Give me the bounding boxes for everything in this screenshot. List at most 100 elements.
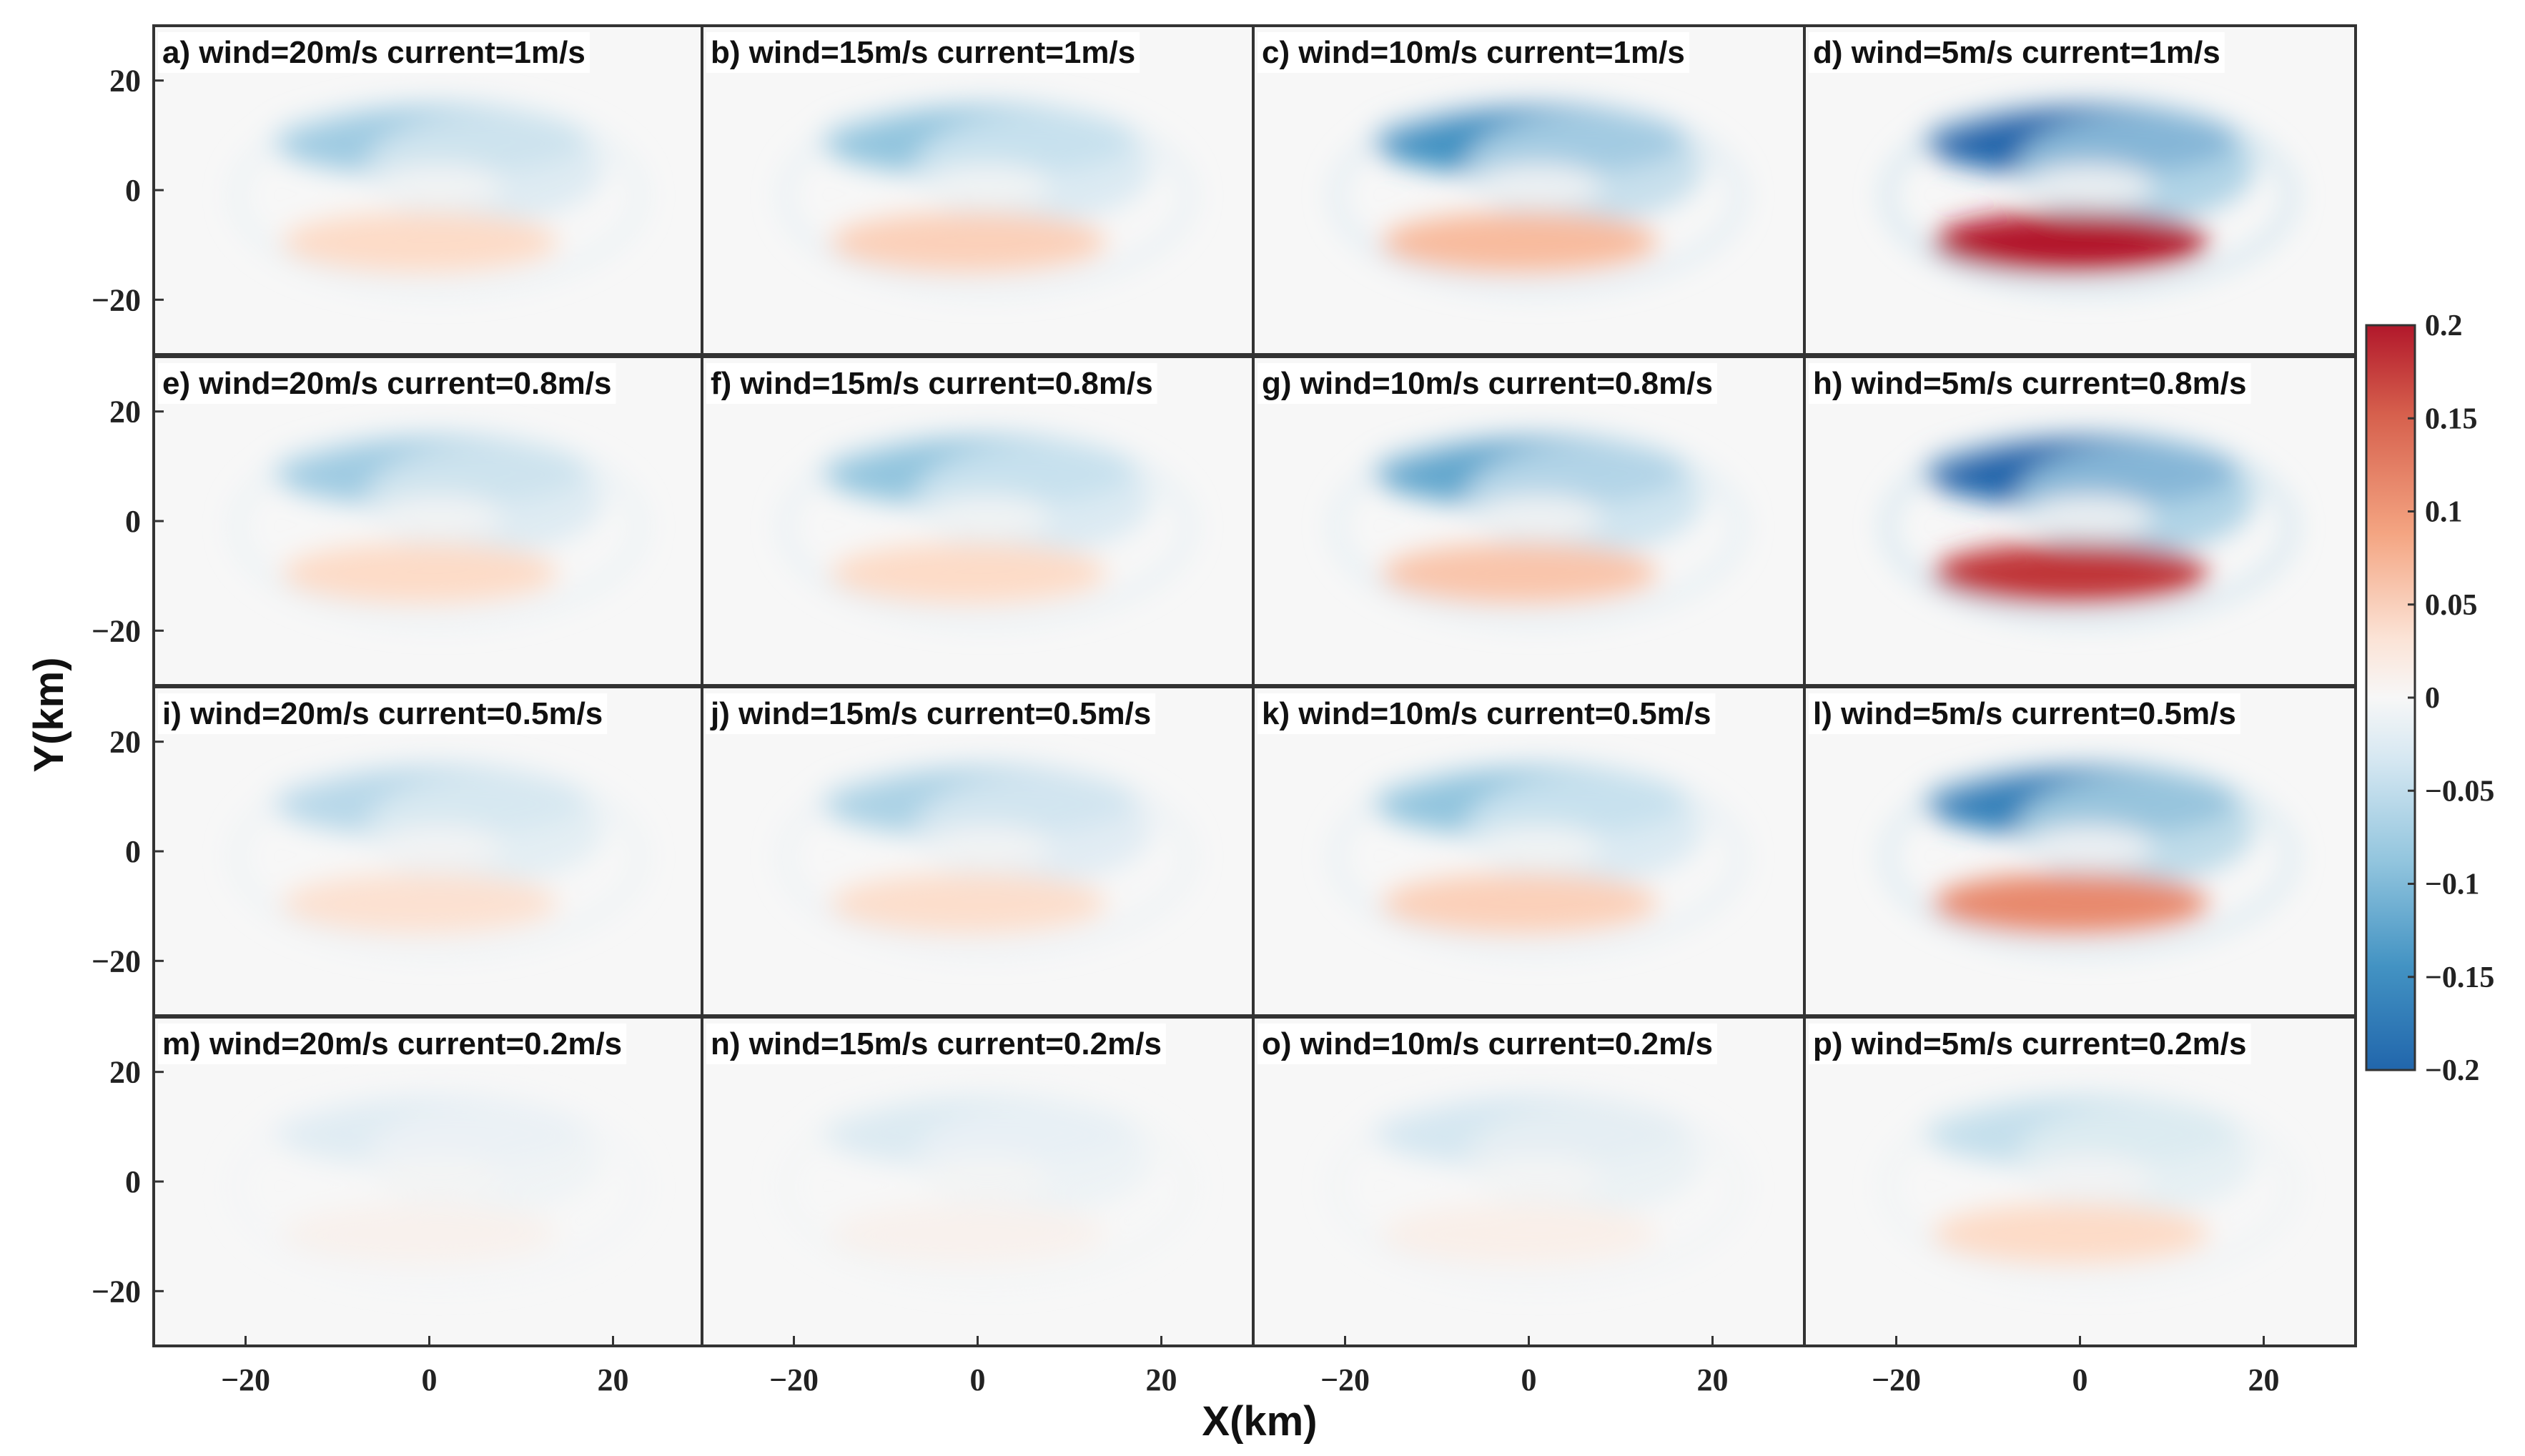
colorbar-tick-label: 0.05 [2425, 589, 2478, 622]
field-layer [1882, 758, 2297, 955]
field-layer [779, 758, 1195, 955]
positive-lobe [282, 543, 558, 603]
panel-center [2025, 162, 2154, 207]
positive-lobe [282, 873, 558, 934]
heatmap-panel: b) wind=15m/s current=1m/s [701, 24, 1255, 356]
panel-center [1473, 823, 1603, 868]
ring-feature [231, 1089, 646, 1285]
panel-label: f) wind=15m/s current=0.8m/s [711, 366, 1153, 401]
panel-label: c) wind=10m/s current=1m/s [1262, 35, 1685, 70]
ring-feature [1330, 1089, 1746, 1285]
panel-label-box [1257, 693, 1716, 734]
positive-lobe [830, 1203, 1107, 1264]
panel-label-box [158, 32, 590, 73]
heatmap-panel: l) wind=5m/s current=0.5m/s [1803, 685, 2357, 1017]
panel-label-box [706, 363, 1157, 404]
colorbar-tick-label: 0 [2425, 682, 2440, 715]
panel-label: n) wind=15m/s current=0.2m/s [711, 1026, 1162, 1061]
panel-center [922, 823, 1052, 868]
x-tick-label: 0 [970, 1362, 986, 1397]
x-tick-label: 0 [2072, 1362, 2088, 1397]
positive-lobe [1381, 873, 1658, 934]
heatmap-panel: a) wind=20m/s current=1m/s [152, 24, 706, 356]
panel-grid: a) wind=20m/s current=1m/s b) wind=15m/s … [152, 24, 2357, 1347]
colorbar-tick-label: 0.2 [2425, 309, 2463, 342]
positive-lobe [1381, 543, 1658, 603]
panel-center [922, 1154, 1052, 1199]
field-layer [779, 97, 1195, 294]
field-layer [231, 1089, 646, 1285]
positive-lobe [282, 1203, 558, 1264]
x-tick-label: 0 [1521, 1362, 1537, 1397]
ring-feature [1882, 758, 2297, 955]
panel-center [2025, 493, 2154, 538]
positive-lobe [1932, 212, 2209, 273]
panel-center [2025, 823, 2154, 868]
heatmap-panel: j) wind=15m/s current=0.5m/s [701, 685, 1255, 1017]
y-tick-label: 0 [125, 1164, 141, 1199]
panel-center [1473, 162, 1603, 207]
field-layer [231, 758, 646, 955]
y-tick-label: 20 [109, 725, 141, 760]
positive-lobe [830, 543, 1107, 603]
panel-center [374, 823, 503, 868]
positive-lobe [830, 873, 1107, 934]
panel-label: e) wind=20m/s current=0.8m/s [162, 366, 612, 401]
x-tick-label: 20 [1146, 1362, 1177, 1397]
panel-label-box [1257, 32, 1689, 73]
colorbar-tick-label: −0.2 [2425, 1054, 2479, 1087]
field-layer [1330, 97, 1746, 294]
panel-label: b) wind=15m/s current=1m/s [711, 35, 1135, 70]
field-layer [1882, 428, 2297, 625]
ring-feature [1882, 1089, 2297, 1285]
panel-center [374, 162, 503, 207]
x-tick-label: −20 [769, 1362, 819, 1397]
ring-feature [779, 1089, 1195, 1285]
y-tick-label: 20 [109, 395, 141, 430]
heatmap-panel: e) wind=20m/s current=0.8m/s [152, 355, 706, 687]
field-layer [1330, 758, 1746, 955]
panel-label-box [1257, 1024, 1717, 1064]
positive-lobe [1381, 212, 1658, 273]
panel-label: h) wind=5m/s current=0.8m/s [1813, 366, 2246, 401]
positive-lobe [1932, 543, 2209, 603]
ring-feature [1330, 758, 1746, 955]
panel-label-box [706, 693, 1156, 734]
field-layer [1330, 1089, 1746, 1285]
panel-label-box [1809, 693, 2240, 734]
panel-label-box [1257, 363, 1717, 404]
heatmap-panel: i) wind=20m/s current=0.5m/s [152, 685, 706, 1017]
ring-feature [231, 97, 646, 294]
panel-label: d) wind=5m/s current=1m/s [1813, 35, 2220, 70]
panel-label: k) wind=10m/s current=0.5m/s [1262, 696, 1711, 731]
panel-frame [1803, 24, 2357, 356]
y-tick-label: −20 [92, 613, 141, 648]
heatmap-panel: g) wind=10m/s current=0.8m/s [1252, 355, 1806, 687]
panel-label-box [706, 32, 1140, 73]
panel-center [374, 493, 503, 538]
y-tick-label: −20 [92, 282, 141, 317]
x-tick-label: −20 [221, 1362, 270, 1397]
heatmap-panel: k) wind=10m/s current=0.5m/s [1252, 685, 1806, 1017]
x-tick-label: 20 [2248, 1362, 2280, 1397]
x-tick-label: 0 [422, 1362, 438, 1397]
heatmap-panel: f) wind=15m/s current=0.8m/s [701, 355, 1255, 687]
panel-center [2025, 1154, 2154, 1199]
heatmap-panel: h) wind=5m/s current=0.8m/s [1803, 355, 2357, 687]
field-layer [1882, 97, 2297, 294]
y-tick-label: −20 [92, 1274, 141, 1309]
ring-feature [779, 428, 1195, 625]
y-axis-title: Y(km) [26, 657, 72, 772]
colorbar: 0.2 0.15 0.1 0.05 0 −0.05 −0.1 −0.15 −0.2 [2365, 309, 2494, 1087]
positive-lobe [282, 212, 558, 273]
ring-feature [1882, 428, 2297, 625]
positive-lobe [1932, 1203, 2209, 1264]
heatmap-panel: m) wind=20m/s current=0.2m/s [152, 1016, 706, 1347]
panel-center [922, 162, 1052, 207]
positive-lobe [1381, 1203, 1658, 1264]
x-tick-label: −20 [1320, 1362, 1370, 1397]
ring-feature [1330, 428, 1746, 625]
x-axis-title: X(km) [1202, 1398, 1317, 1445]
ring-feature [1882, 97, 2297, 294]
